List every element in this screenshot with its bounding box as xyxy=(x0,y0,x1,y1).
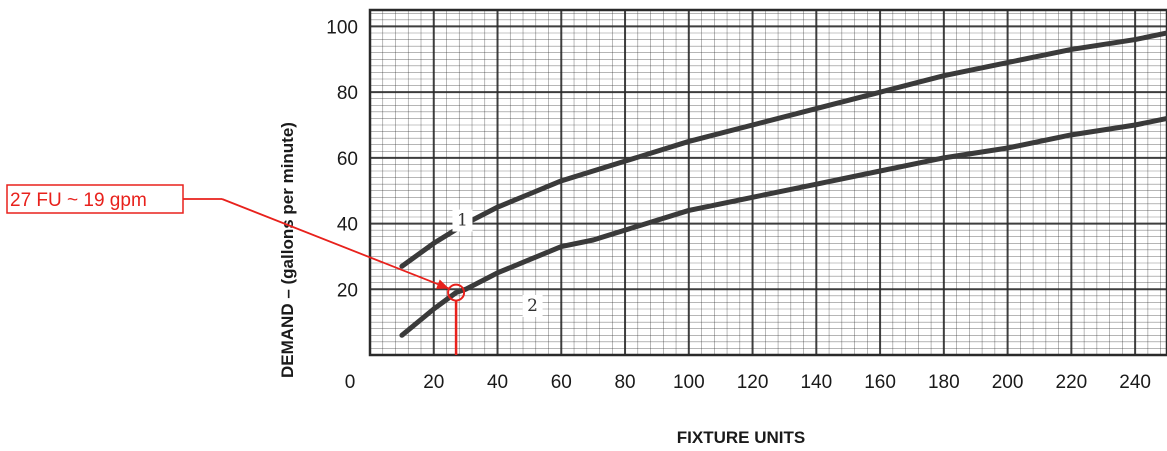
callout-box xyxy=(6,184,184,214)
x-tick-label: 160 xyxy=(864,372,896,393)
callout-arrowhead xyxy=(436,279,450,289)
plot-frame xyxy=(368,8,1167,357)
x-tick-label: 120 xyxy=(737,372,769,393)
series-labels: 12 xyxy=(452,209,543,317)
x-tick-labels: 0 20 40 60 80 100 120 140 160 180 200 220 240 xyxy=(345,372,1151,393)
series-label-bg xyxy=(522,295,543,317)
x-tick-label: 200 xyxy=(992,372,1024,393)
y-tick-labels: 20 40 60 80 100 xyxy=(326,17,358,301)
x-tick-label: 40 xyxy=(487,372,508,393)
y-tick-label: 80 xyxy=(337,83,358,104)
x-tick-label: 140 xyxy=(800,372,832,393)
x-tick-label: 240 xyxy=(1119,372,1151,393)
x-tick-label: 0 xyxy=(345,372,356,393)
y-tick-label: 60 xyxy=(337,149,358,170)
callout-leader-line xyxy=(221,198,450,290)
x-tick-label: 180 xyxy=(928,372,960,393)
y-tick-label: 20 xyxy=(337,280,358,301)
x-tick-label: 20 xyxy=(423,372,444,393)
series-line-2 xyxy=(399,115,1167,338)
callout-label: 27 FU ~ 19 gpm xyxy=(10,190,147,211)
x-tick-label: 80 xyxy=(614,372,635,393)
series-label-1: 1 xyxy=(457,211,468,231)
y-tick-label: 100 xyxy=(326,17,358,38)
x-tick-label: 220 xyxy=(1056,372,1088,393)
x-tick-label: 100 xyxy=(673,372,705,393)
x-axis-title: FIXTURE UNITS xyxy=(677,428,805,447)
x-tick-label: 60 xyxy=(551,372,572,393)
series-label-2: 2 xyxy=(527,296,538,316)
grid xyxy=(368,8,1167,357)
callout-annotation: 27 FU ~ 19 gpm xyxy=(6,184,466,355)
series-line-1 xyxy=(399,30,1167,269)
y-tick-label: 40 xyxy=(337,215,358,236)
series-label-bg xyxy=(452,209,473,232)
y-axis-title: DEMAND – (gallons per minute) xyxy=(278,122,297,378)
